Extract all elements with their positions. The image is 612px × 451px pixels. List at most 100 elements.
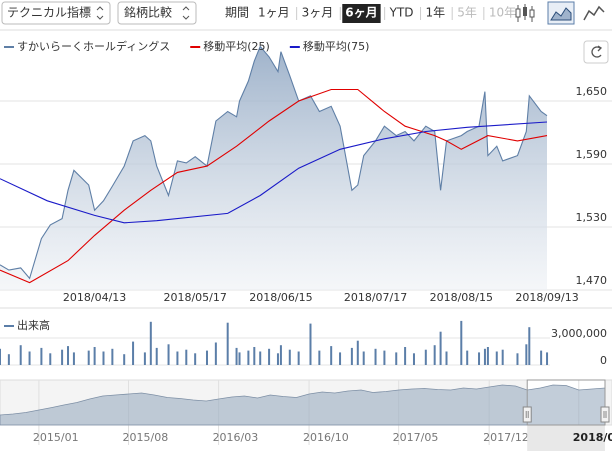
volume-bar [28,351,31,365]
reset-icon [591,46,602,58]
period-buttons: 1ヶ月 3ヶ月 6ヶ月 YTD 1年 5年 10年 [258,4,516,23]
volume-bar [123,354,126,365]
navigator-handle[interactable] [522,406,532,423]
volume-bar [350,347,353,365]
y-tick-label: 1,530 [576,211,608,224]
volume-bar [383,350,386,365]
price-area [0,46,547,291]
area-icon[interactable] [547,1,575,25]
period-label: 期間 [225,6,249,20]
volume-bar [0,348,1,365]
volume-bar [424,349,427,365]
navigator-window-border [526,379,606,426]
volume-bar [93,347,96,365]
legend-label[interactable]: 移動平均(25) [203,39,270,53]
volume-bar [297,351,300,365]
volume-bar [445,351,448,365]
navigator-x-label: 2015/01 [33,431,79,444]
volume-bar [288,349,291,365]
period-button-label[interactable]: 1ヶ月 [258,6,290,20]
volume-bar [19,345,22,365]
period-button-label[interactable]: 1年 [426,6,446,20]
price-line [0,45,548,280]
line-icon[interactable] [583,5,605,21]
volume-bar [87,350,90,365]
x-tick-label: 2018/07/17 [344,291,407,304]
volume-bar [309,323,312,365]
volume-bar [235,347,238,365]
reset-icon [597,45,603,52]
volume-bar [143,352,146,365]
volume-bar [67,346,70,365]
navigator: 2015/01 2015/08 2016/03 2016/10 2017/05 2017/… [0,379,612,451]
period-button-label[interactable]: 3ヶ月 [302,6,334,20]
y-tick-label: 1,470 [576,274,608,287]
indicator-dropdown[interactable] [1,1,111,25]
volume-bar [318,350,321,365]
volume-bar [268,348,271,365]
dropdown-arrow [182,6,190,20]
legend-label[interactable]: すかいらーくホールディングス [17,39,170,53]
x-tick-label: 2018/06/15 [249,291,312,304]
volume-bar [7,354,10,365]
x-tick-label: 2018/04/13 [63,291,126,304]
moving-average-line [0,121,548,224]
y-tick-label: 3,000,000 [551,327,607,340]
period-button-label: 5年 [457,6,477,20]
volume-bar [238,352,241,365]
period-button-label[interactable]: 6ヶ月 [345,6,377,20]
volume-bar [478,352,481,365]
volume-bar [155,347,158,365]
volume-bar [259,351,262,365]
navigator-label-bg [527,425,605,451]
navigator-x-label: 2015/08 [123,431,169,444]
volume-bar [412,353,415,365]
y-tick-label: 0 [600,354,607,367]
volume-bar [167,344,170,365]
volume-bar [102,351,105,365]
volume-bar [466,350,469,365]
volume-bar [61,349,64,365]
reset-button[interactable] [583,40,609,64]
volume-bar [40,347,43,365]
moving-average-line [0,88,548,284]
volume-bar [395,352,398,365]
volume-bar [516,353,519,365]
navigator-x-label: 2017/05 [393,431,439,444]
volume-bar [176,351,179,365]
volume-bar [433,345,436,365]
y-tick-label: 1,650 [576,85,608,98]
legend-label[interactable]: 移動平均(75) [303,39,370,53]
x-tick-label: 2018/08/15 [430,291,493,304]
volume-bar [460,320,463,365]
volume-bar [501,349,504,365]
navigator-x-label: 2016/10 [303,431,349,444]
volume-bar [226,322,229,365]
volume-bar [495,351,498,365]
volume-bar [194,353,197,365]
navigator-x-label: 2017/12 [483,431,529,444]
candle-icon[interactable] [515,4,535,22]
volume-bar [330,346,333,365]
volume-bar [404,347,407,365]
navigator-handle[interactable] [600,406,610,423]
compare-dropdown[interactable] [117,1,197,25]
x-tick-label: 2018/09/13 [515,291,578,304]
volume-bar [546,352,549,365]
volume-title: 出来高 [17,318,50,332]
volume-bar [253,347,256,365]
volume-bar [486,347,489,365]
period-button-label[interactable]: YTD [389,6,414,20]
volume-bar [276,353,279,365]
indicator-dropdown-label[interactable]: テクニカル指標 [7,5,91,20]
compare-dropdown-label[interactable]: 銘柄比較 [124,5,172,20]
y-tick-label: 1,590 [576,148,608,161]
price-chart: 1,470 1,530 1,590 1,650 2018/04/13 2018/05/17… [0,39,612,304]
volume-bar [528,327,531,365]
period-button[interactable] [342,4,381,23]
volume-bar [205,350,208,365]
dropdown-arrow [96,6,104,20]
volume-bar [540,350,543,365]
volume-chart: 出来高 0 3,000,000 [0,318,607,367]
volume-bar [362,351,365,365]
